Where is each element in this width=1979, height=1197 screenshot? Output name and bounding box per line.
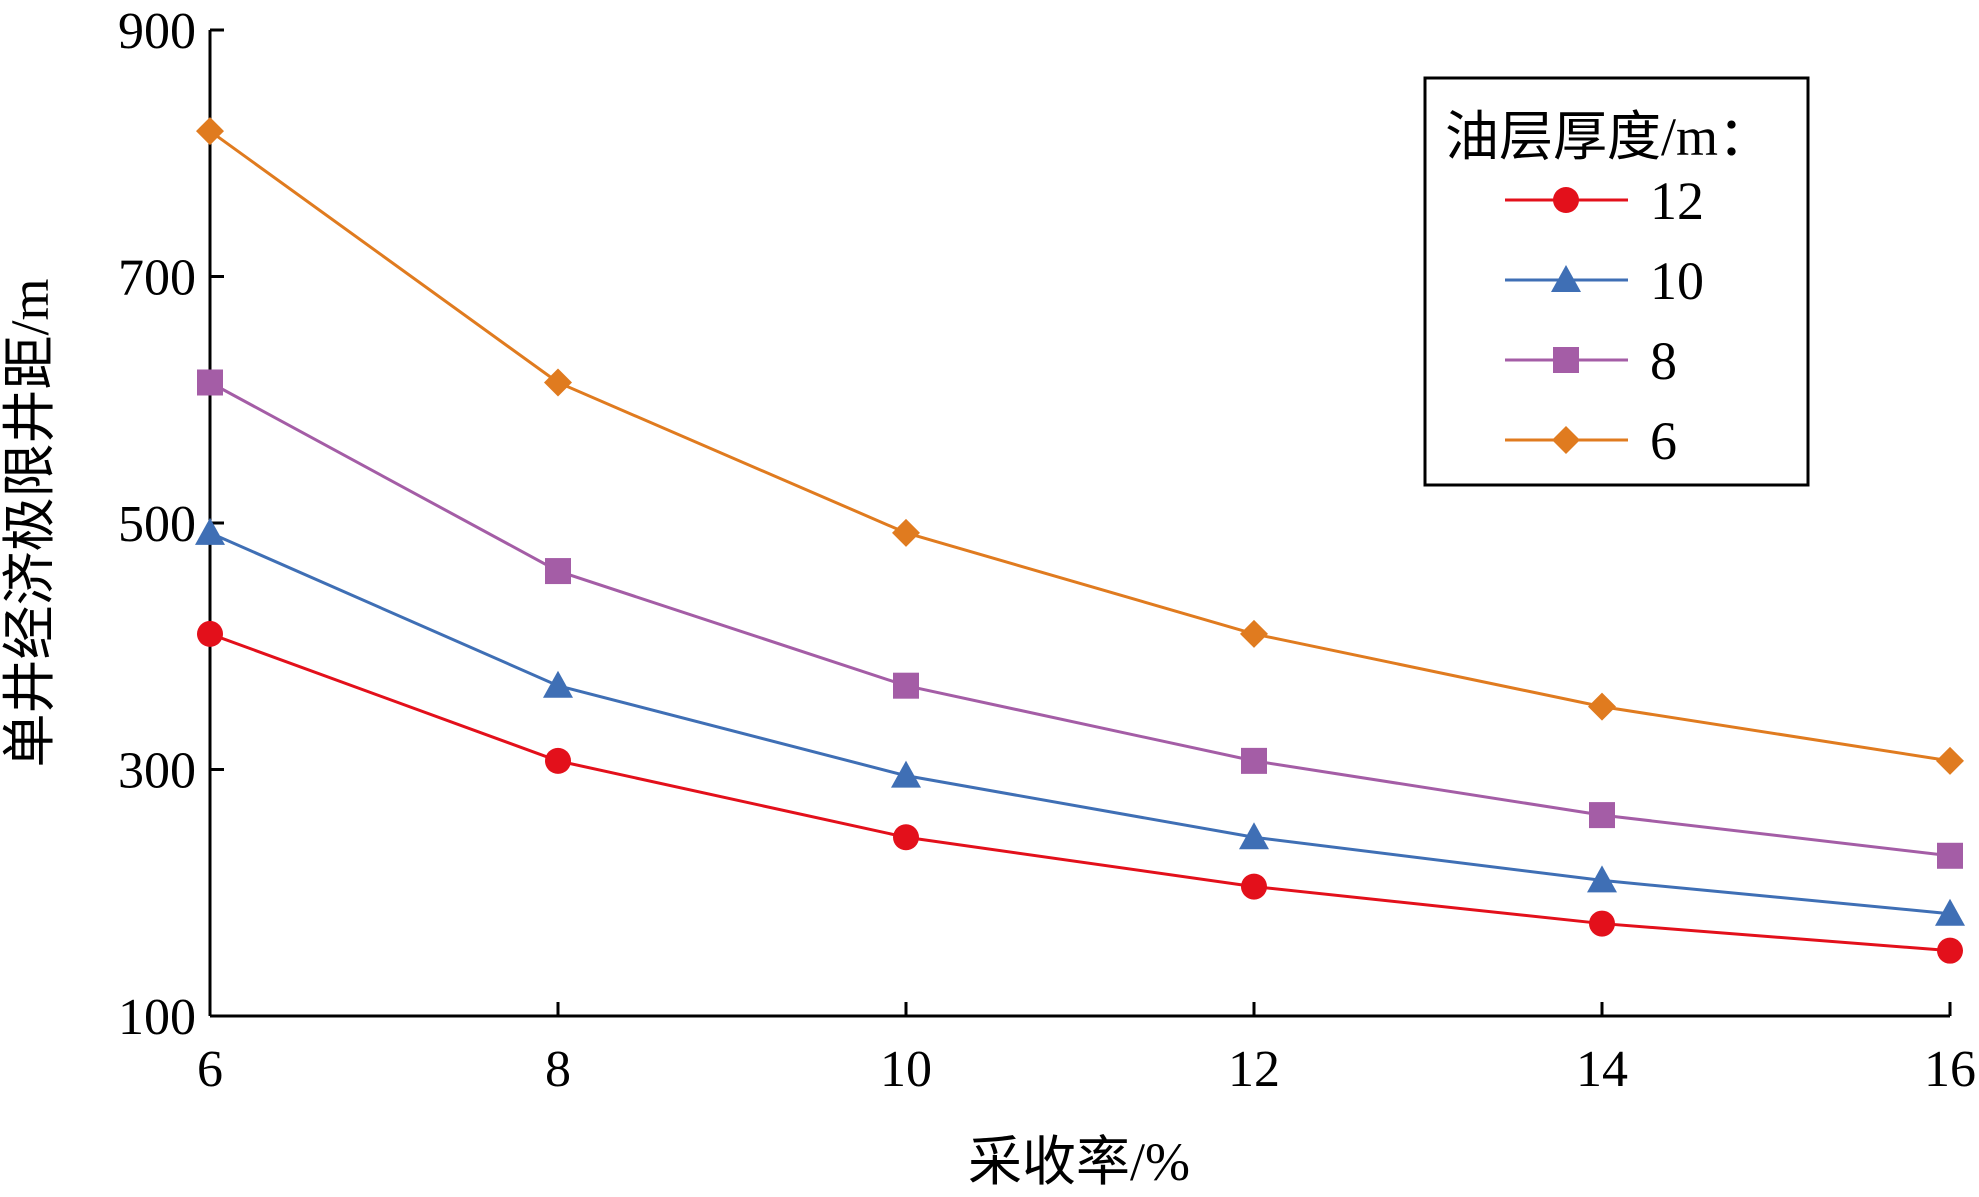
y-tick-label: 300 [118, 743, 196, 800]
x-tick-label: 8 [545, 1041, 571, 1098]
data-point-10-2 [891, 760, 921, 788]
series-8 [197, 369, 1963, 869]
x-ticks: 6 8 10 12 14 16 [197, 1002, 1976, 1098]
legend: 油层厚度/m： 12 10 8 6 [1423, 76, 1810, 487]
data-point-6-2 [892, 518, 920, 547]
data-point-10-5 [1935, 898, 1965, 926]
data-point-6-0 [196, 117, 224, 146]
data-point-6-5 [1936, 746, 1964, 775]
legend-title: 油层厚度/m： [1445, 107, 1772, 167]
data-point-6-3 [1240, 619, 1268, 648]
y-tick-label: 700 [118, 250, 196, 307]
y-tick-label: 900 [118, 3, 196, 60]
legend-entries: 12 10 8 6 [1505, 171, 1704, 471]
series-line-10 [209, 531, 1951, 916]
x-tick-label: 14 [1576, 1041, 1628, 1098]
x-axis-title: 采收率/% [968, 1132, 1190, 1192]
data-point-8-3 [1241, 747, 1267, 774]
series-layer [195, 117, 1965, 964]
data-point-10-0 [195, 517, 225, 545]
legend-entry-10: 10 [1505, 251, 1704, 311]
legend-marker-12 [1553, 187, 1579, 213]
data-point-10-1 [543, 670, 573, 698]
series-line-8 [209, 381, 1951, 858]
data-point-12-4 [1589, 910, 1615, 937]
x-tick-label: 6 [197, 1041, 223, 1098]
legend-label-10: 10 [1650, 251, 1704, 311]
data-point-12-0 [197, 620, 223, 647]
series-line-6 [209, 129, 1951, 763]
data-point-8-4 [1589, 802, 1615, 829]
legend-marker-8 [1553, 347, 1579, 373]
legend-entry-8: 8 [1505, 331, 1677, 391]
data-point-12-3 [1241, 873, 1267, 900]
data-point-8-0 [197, 369, 223, 396]
y-tick-label: 100 [118, 989, 196, 1046]
x-tick-label: 12 [1228, 1041, 1280, 1098]
y-ticks: 100 300 500 700 900 [118, 3, 224, 1046]
x-tick-label: 16 [1924, 1041, 1976, 1098]
legend-entry-6: 6 [1505, 411, 1677, 471]
data-point-6-1 [544, 368, 572, 397]
data-point-6-4 [1588, 692, 1616, 721]
series-10 [195, 517, 1965, 926]
data-point-8-5 [1937, 842, 1963, 869]
y-axis-title: 单井经济极限井距/m [0, 278, 60, 767]
data-point-12-1 [545, 747, 571, 774]
series-line-12 [209, 632, 1951, 953]
data-point-12-2 [893, 824, 919, 851]
legend-label-8: 8 [1650, 331, 1677, 391]
legend-label-6: 6 [1650, 411, 1677, 471]
data-point-8-1 [545, 558, 571, 585]
legend-marker-6 [1552, 426, 1580, 454]
x-tick-label: 10 [880, 1041, 932, 1098]
series-12 [197, 620, 1963, 964]
legend-label-12: 12 [1650, 171, 1704, 231]
data-point-12-5 [1937, 937, 1963, 964]
data-point-8-2 [893, 672, 919, 699]
series-6 [196, 117, 1964, 775]
data-point-10-3 [1239, 822, 1269, 850]
y-tick-label: 500 [118, 496, 196, 553]
legend-marker-10 [1551, 265, 1581, 292]
legend-entry-12: 12 [1505, 171, 1704, 231]
data-point-10-4 [1587, 865, 1617, 893]
